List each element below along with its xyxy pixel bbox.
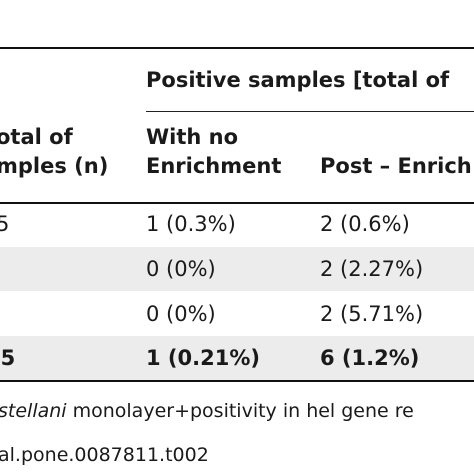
- bottom-rule: [0, 380, 474, 382]
- row-1-no-enrichment: 1 (0.3%): [146, 212, 236, 237]
- row-2-post-enrichment: 2 (2.27%): [320, 257, 423, 282]
- row-1-total: 5: [0, 212, 9, 237]
- row-1-post-enrichment: 2 (0.6%): [320, 212, 410, 237]
- group-header: Positive samples [total of: [146, 68, 449, 93]
- caption-doi: al.pone.0087811.t002: [0, 443, 209, 467]
- total-row-total: 75: [0, 346, 15, 371]
- row-2-no-enrichment: 0 (0%): [146, 257, 216, 282]
- row-3-no-enrichment: 0 (0%): [146, 302, 216, 327]
- total-row-post-enrichment: 6 (1.2%): [320, 346, 419, 371]
- group-header-underline: [146, 111, 474, 112]
- col-header-total-line1: otal of: [0, 125, 73, 150]
- caption-line-1-text: monolayer+positivity in hel gene re: [67, 400, 414, 422]
- col-header-no-enrichment-line2: Enrichment: [146, 154, 281, 179]
- row-3-post-enrichment: 2 (5.71%): [320, 302, 423, 327]
- col-header-total-line2: mples (n): [0, 154, 108, 179]
- top-rule: [0, 47, 474, 49]
- header-rule: [0, 202, 474, 204]
- caption-species-name: stellani: [0, 400, 67, 422]
- col-header-post-enrichment: Post – Enrich: [320, 154, 472, 179]
- total-row-no-enrichment: 1 (0.21%): [146, 346, 260, 371]
- col-header-no-enrichment-line1: With no: [146, 125, 238, 150]
- caption-line-1: stellani monolayer+positivity in hel gen…: [0, 399, 414, 423]
